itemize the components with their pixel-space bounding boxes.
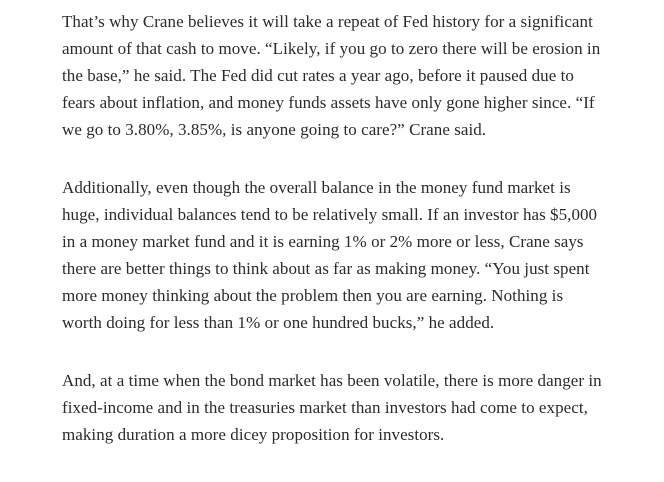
text-line: we go to 3.80%, 3.85%, is anyone going t… [62,120,487,139]
paragraph: And, at a time when the bond market has … [62,367,664,448]
text-line: the base,” he said. The Fed did cut rate… [62,66,574,85]
text-line: there are better things to think about a… [62,259,590,278]
text-line: worth doing for less than 1% or one hund… [62,313,495,332]
paragraph: Additionally, even though the overall ba… [62,174,664,336]
text-line: fixed-income and in the treasuries marke… [62,398,588,417]
text-line: making duration a more dicey proposition… [62,425,445,444]
text-line: And, at a time when the bond market has … [62,371,602,390]
text-line: That’s why Crane believes it will take a… [62,12,593,31]
text-line: in a money market fund and it is earning… [62,232,584,251]
paragraph: That’s why Crane believes it will take a… [62,8,664,143]
text-line: huge, individual balances tend to be rel… [62,205,598,224]
text-line: more money thinking about the problem th… [62,286,564,305]
text-line: fears about inflation, and money funds a… [62,93,595,112]
text-line: amount of that cash to move. “Likely, if… [62,39,601,58]
text-line: Additionally, even though the overall ba… [62,178,571,197]
